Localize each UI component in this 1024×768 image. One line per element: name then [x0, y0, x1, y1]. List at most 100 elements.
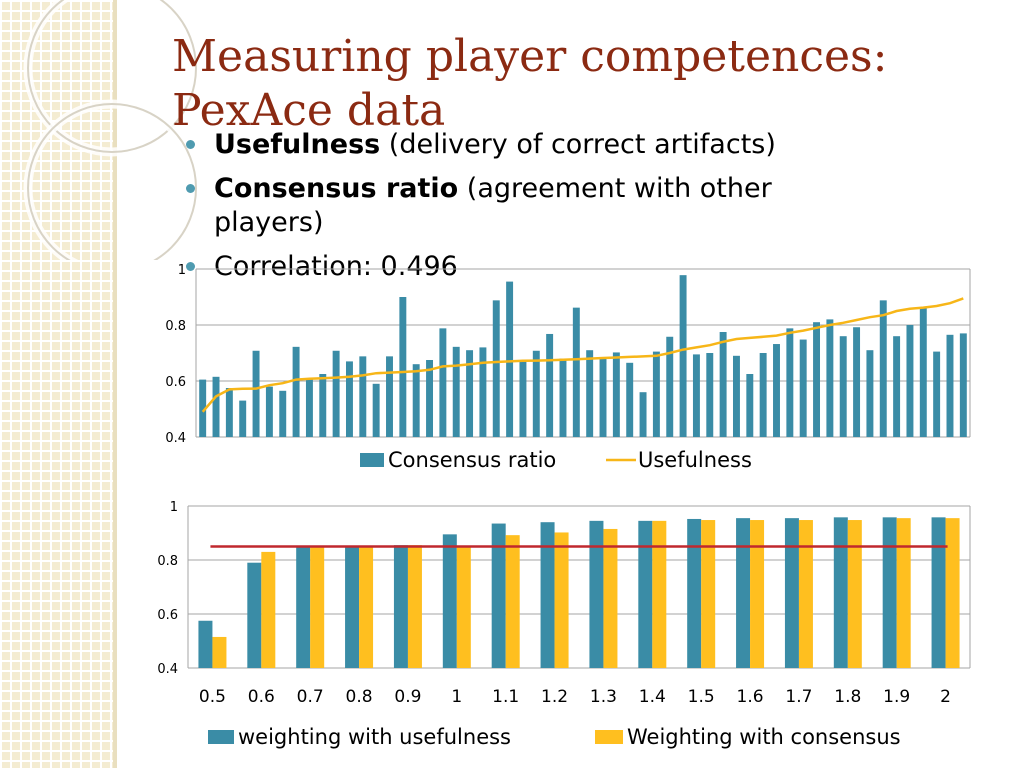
legend-swatch-consensus-weighting — [595, 730, 623, 744]
bar-consensus-ratio — [546, 333, 554, 437]
weighting-comparison-chart: 0.4 0.6 0.8 1 0.5 0.6 0.7 0.8 0.9 1 1.1 1.2 1.3 1.4 1.… — [157, 500, 971, 749]
x-tick-label: 1.9 — [883, 687, 910, 707]
bar-consensus-ratio — [719, 332, 727, 437]
bar-consensus-ratio — [466, 350, 474, 437]
bar-consensus-ratio — [879, 300, 887, 437]
bar-weighting-consensus — [750, 520, 765, 668]
bar-consensus-ratio — [639, 392, 647, 437]
x-tick-label: 1.7 — [785, 687, 812, 707]
consensus-usefulness-chart: 0.4 0.6 0.8 1 Consensus ratio Usefulness — [165, 263, 971, 472]
bar-weighting-usefulness — [784, 518, 799, 668]
bar-consensus-ratio — [292, 346, 300, 437]
x-tick-label: 1.3 — [590, 687, 617, 707]
bar-consensus-ratio — [626, 362, 634, 437]
bar-weighting-consensus — [896, 518, 911, 668]
x-tick-label: 0.7 — [297, 687, 324, 707]
bar-weighting-consensus — [652, 520, 667, 668]
bar-consensus-ratio — [426, 360, 434, 437]
bar-consensus-ratio — [345, 361, 353, 437]
bar-consensus-ratio — [265, 386, 273, 437]
bar-consensus-ratio — [199, 379, 207, 437]
slide-title: Measuring player competences: PexAce dat… — [172, 31, 888, 136]
bar-consensus-ratio — [826, 319, 834, 437]
bar-weighting-usefulness — [247, 562, 262, 668]
bar-weighting-consensus — [456, 546, 471, 668]
bar-weighting-consensus — [505, 535, 520, 668]
bar-consensus-ratio — [692, 354, 700, 437]
bullet-text: (delivery of correct artifacts) — [380, 129, 776, 160]
x-tick-label: 0.9 — [394, 687, 421, 707]
legend-swatch-consensus — [360, 453, 384, 467]
bar-weighting-usefulness — [491, 523, 506, 668]
y-tick-label: 0.8 — [157, 554, 178, 569]
x-tick-label: 0.6 — [248, 687, 275, 707]
bar-consensus-ratio — [906, 325, 914, 437]
bar-consensus-ratio — [853, 327, 861, 437]
bullet-item: Correlation: 0.496 — [186, 250, 886, 284]
bullet-dot-icon — [186, 184, 195, 193]
bar-consensus-ratio — [479, 347, 487, 437]
bullet-item: Consensus ratio (agreement with other pl… — [186, 172, 886, 240]
bar-weighting-usefulness — [931, 517, 946, 668]
bar-consensus-ratio — [746, 374, 754, 437]
bar-weighting-usefulness — [687, 518, 702, 668]
y-tick-label: 0.4 — [165, 431, 186, 446]
bar-consensus-ratio — [439, 328, 447, 437]
bar-consensus-ratio — [532, 350, 540, 437]
decor-circle-2-edge — [27, 103, 197, 260]
bar-weighting-usefulness — [198, 620, 213, 668]
y-tick-label: 0.4 — [157, 662, 178, 677]
legend-label-consensus: Consensus ratio — [388, 448, 556, 472]
bar-weighting-consensus — [701, 520, 716, 668]
x-tick-label: 1.1 — [492, 687, 519, 707]
legend-label-usefulness: Usefulness — [638, 448, 752, 472]
x-tick-label: 1.6 — [737, 687, 764, 707]
bar-weighting-consensus — [261, 551, 276, 668]
bar-consensus-ratio — [586, 350, 594, 437]
y-tick-label: 0.8 — [165, 319, 186, 334]
decorative-circles — [23, 0, 200, 260]
bullet-bold: Usefulness — [214, 129, 381, 160]
legend-label-consensus-weighting: Weighting with consensus — [627, 725, 901, 749]
bar-consensus-ratio — [959, 333, 967, 437]
x-tick-label: 1.5 — [688, 687, 715, 707]
bar-consensus-ratio — [799, 339, 807, 437]
bar-weighting-consensus — [554, 532, 569, 668]
x-tick-label: 0.8 — [346, 687, 373, 707]
bar-consensus-ratio — [652, 351, 660, 437]
bullet-dot-icon — [186, 262, 195, 271]
bar-consensus-ratio — [399, 297, 407, 437]
bar-weighting-consensus — [847, 520, 862, 668]
bar-consensus-ratio — [773, 344, 780, 437]
bullet-text: (agreement with other players) — [214, 173, 772, 238]
bar-consensus-ratio — [946, 334, 954, 437]
legend-label-usefulness-weighting: weighting with usefulness — [238, 725, 511, 749]
bar-weighting-usefulness — [442, 534, 457, 668]
bar-consensus-ratio — [559, 358, 567, 437]
y-tick-label: 0.6 — [157, 608, 178, 623]
bar-consensus-ratio — [412, 364, 420, 437]
bar-consensus-ratio — [386, 356, 393, 437]
legend-swatch-usefulness-weighting — [208, 730, 234, 744]
bullet-text: Correlation: 0.496 — [214, 251, 458, 282]
bar-consensus-ratio — [893, 336, 901, 437]
bar-weighting-usefulness — [296, 546, 311, 668]
bar-consensus-ratio — [252, 350, 260, 437]
bar-consensus-ratio — [305, 378, 313, 437]
x-tick-label: 1 — [451, 687, 462, 707]
bar-weighting-usefulness — [589, 520, 604, 668]
bar-weighting-usefulness — [393, 545, 408, 668]
bullet-list: Usefulness (delivery of correct artifact… — [186, 128, 886, 294]
decor-circle-1-edge — [27, 0, 197, 153]
y-tick-label: 1 — [170, 500, 178, 515]
x-tick-label: 0.5 — [199, 687, 226, 707]
y-tick-label: 1 — [178, 263, 186, 278]
bar-weighting-usefulness — [638, 520, 653, 668]
bar-weighting-consensus — [798, 520, 813, 668]
bar-weighting-consensus — [407, 545, 422, 668]
bar-consensus-ratio — [612, 352, 620, 437]
bar-consensus-ratio — [732, 355, 740, 437]
bar-consensus-ratio — [813, 322, 821, 437]
side-divider — [113, 0, 117, 768]
bar-weighting-usefulness — [736, 518, 751, 668]
